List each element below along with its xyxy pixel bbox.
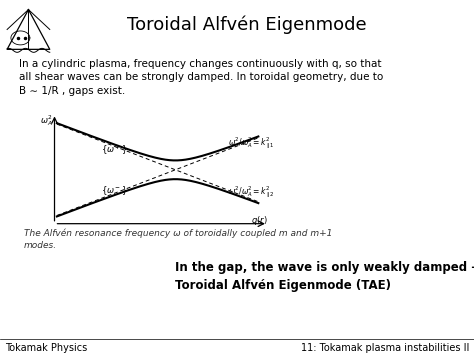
- Text: $\omega^2/\omega_A^2 = k_{\parallel 1}^2$: $\omega^2/\omega_A^2 = k_{\parallel 1}^2…: [228, 135, 274, 151]
- Text: In the gap, the wave is only weakly damped →
Toroidal Alfvén Eigenmode (TAE): In the gap, the wave is only weakly damp…: [175, 261, 474, 292]
- Text: $\omega_A^2$: $\omega_A^2$: [40, 114, 53, 129]
- Text: $\{\omega^+\}$: $\{\omega^+\}$: [100, 143, 127, 157]
- Text: $q(r)$: $q(r)$: [251, 214, 268, 227]
- Text: In a cylindric plasma, frequency changes continuously with q, so that
all shear : In a cylindric plasma, frequency changes…: [19, 59, 383, 96]
- Text: The Alfvén resonance frequency ω of toroidally coupled m and m+1
modes.: The Alfvén resonance frequency ω of toro…: [24, 229, 332, 250]
- Text: $\omega^2/\omega_A^2 = k_{\parallel 2}^2$: $\omega^2/\omega_A^2 = k_{\parallel 2}^2…: [228, 184, 274, 200]
- Text: 11: Tokamak plasma instabilities II: 11: Tokamak plasma instabilities II: [301, 343, 469, 353]
- Text: Tokamak Physics: Tokamak Physics: [5, 343, 87, 353]
- Text: $\{\omega^-\}$: $\{\omega^-\}$: [100, 184, 127, 197]
- Text: Toroidal Alfvén Eigenmode: Toroidal Alfvén Eigenmode: [127, 16, 366, 34]
